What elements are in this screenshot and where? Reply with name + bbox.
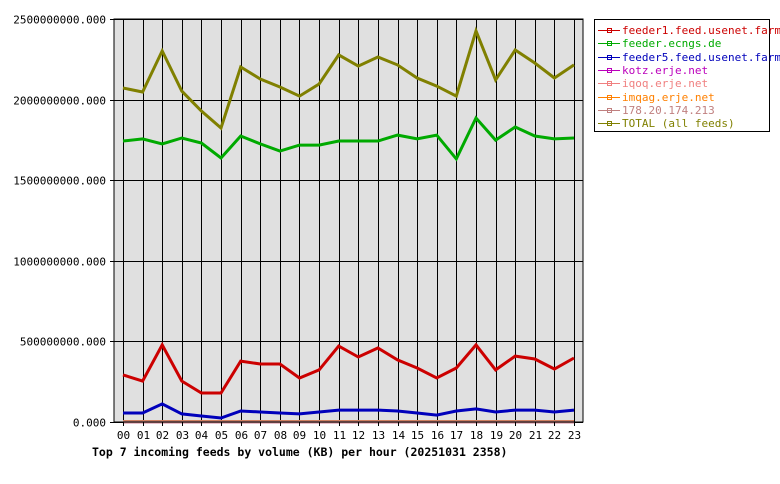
x-tick-label: 18 <box>470 429 483 442</box>
legend-item: imqag.erje.net <box>598 90 769 104</box>
legend-label: iqoq.erje.net <box>622 77 709 91</box>
x-tick-label: 23 <box>568 429 581 442</box>
legend-line-marker-icon <box>598 93 620 102</box>
y-tick-label: 1000000000.000 <box>13 256 106 269</box>
series-line <box>123 402 575 420</box>
legend: feeder1.feed.usenet.farm feeder.ecngs.de f… <box>594 19 780 132</box>
legend-line-marker-icon <box>598 66 620 75</box>
legend-item: TOTAL (all feeds) <box>598 117 769 130</box>
y-tick-label: 2500000000.000 <box>13 14 106 27</box>
y-tick-label: 2000000000.000 <box>13 95 106 108</box>
x-tick-label: 07 <box>254 429 267 442</box>
y-axis-ticks: 0.000 500000000.000 1000000000.000 15000000… <box>13 14 114 430</box>
legend-item: 178.20.174.213 <box>598 104 769 117</box>
x-tick-label: 02 <box>156 429 169 442</box>
series-line <box>122 26 575 131</box>
legend-line-marker-icon <box>598 79 620 88</box>
legend-item: feeder5.feed.usenet.farm <box>598 51 780 64</box>
x-tick-label: 19 <box>490 429 503 442</box>
x-tick-label: 12 <box>352 429 365 442</box>
x-tick-label: 05 <box>215 429 228 442</box>
legend-label: 178.20.174.213 <box>622 103 715 117</box>
x-tick-label: 10 <box>313 429 326 442</box>
y-tick-label: 500000000.000 <box>20 336 106 349</box>
x-tick-label: 11 <box>333 429 346 442</box>
legend-item: feeder.ecngs.de <box>598 37 769 50</box>
x-tick-label: 16 <box>431 429 444 442</box>
chart-title: Top 7 incoming feeds by volume (KB) per … <box>92 445 507 459</box>
legend-item: feeder1.feed.usenet.farm <box>598 24 780 37</box>
x-tick-label: 00 <box>117 429 130 442</box>
y-tick-label: 0.000 <box>73 417 106 430</box>
legend-label: feeder5.feed.usenet.farm <box>622 50 780 64</box>
legend-item: iqoq.erje.net <box>598 77 769 90</box>
legend-item: kotz.erje.net <box>598 64 769 77</box>
x-tick-label: 01 <box>137 429 150 442</box>
x-tick-label: 08 <box>274 429 287 442</box>
legend-label: kotz.erje.net <box>622 64 709 78</box>
x-axis-ticks: 00 01 02 03 04 05 06 07 08 09 10 11 12 13 14 15 16 17 18 19… <box>117 422 581 442</box>
legend-label: feeder1.feed.usenet.farm <box>622 24 780 38</box>
series-line <box>122 341 575 395</box>
x-tick-label: 04 <box>195 429 209 442</box>
legend-line-marker-icon <box>598 119 620 128</box>
x-tick-label: 06 <box>235 429 248 442</box>
legend-label: imqag.erje.net <box>622 90 715 104</box>
x-tick-label: 14 <box>392 429 406 442</box>
legend-label: feeder.ecngs.de <box>622 37 722 51</box>
x-tick-label: 09 <box>293 429 306 442</box>
legend-line-marker-icon <box>598 26 620 35</box>
legend-line-marker-icon <box>598 39 620 48</box>
legend-line-marker-icon <box>598 53 620 62</box>
x-tick-label: 03 <box>176 429 189 442</box>
y-tick-label: 1500000000.000 <box>13 175 106 188</box>
x-tick-label: 22 <box>548 429 561 442</box>
legend-line-marker-icon <box>598 106 620 115</box>
legend-label: TOTAL (all feeds) <box>622 117 735 131</box>
x-tick-label: 17 <box>450 429 463 442</box>
series-line <box>122 115 575 162</box>
x-tick-label: 15 <box>411 429 424 442</box>
plot-area <box>114 19 583 422</box>
x-tick-label: 21 <box>529 429 542 442</box>
plot-frame <box>113 18 584 423</box>
x-tick-label: 20 <box>509 429 522 442</box>
x-tick-label: 13 <box>372 429 385 442</box>
